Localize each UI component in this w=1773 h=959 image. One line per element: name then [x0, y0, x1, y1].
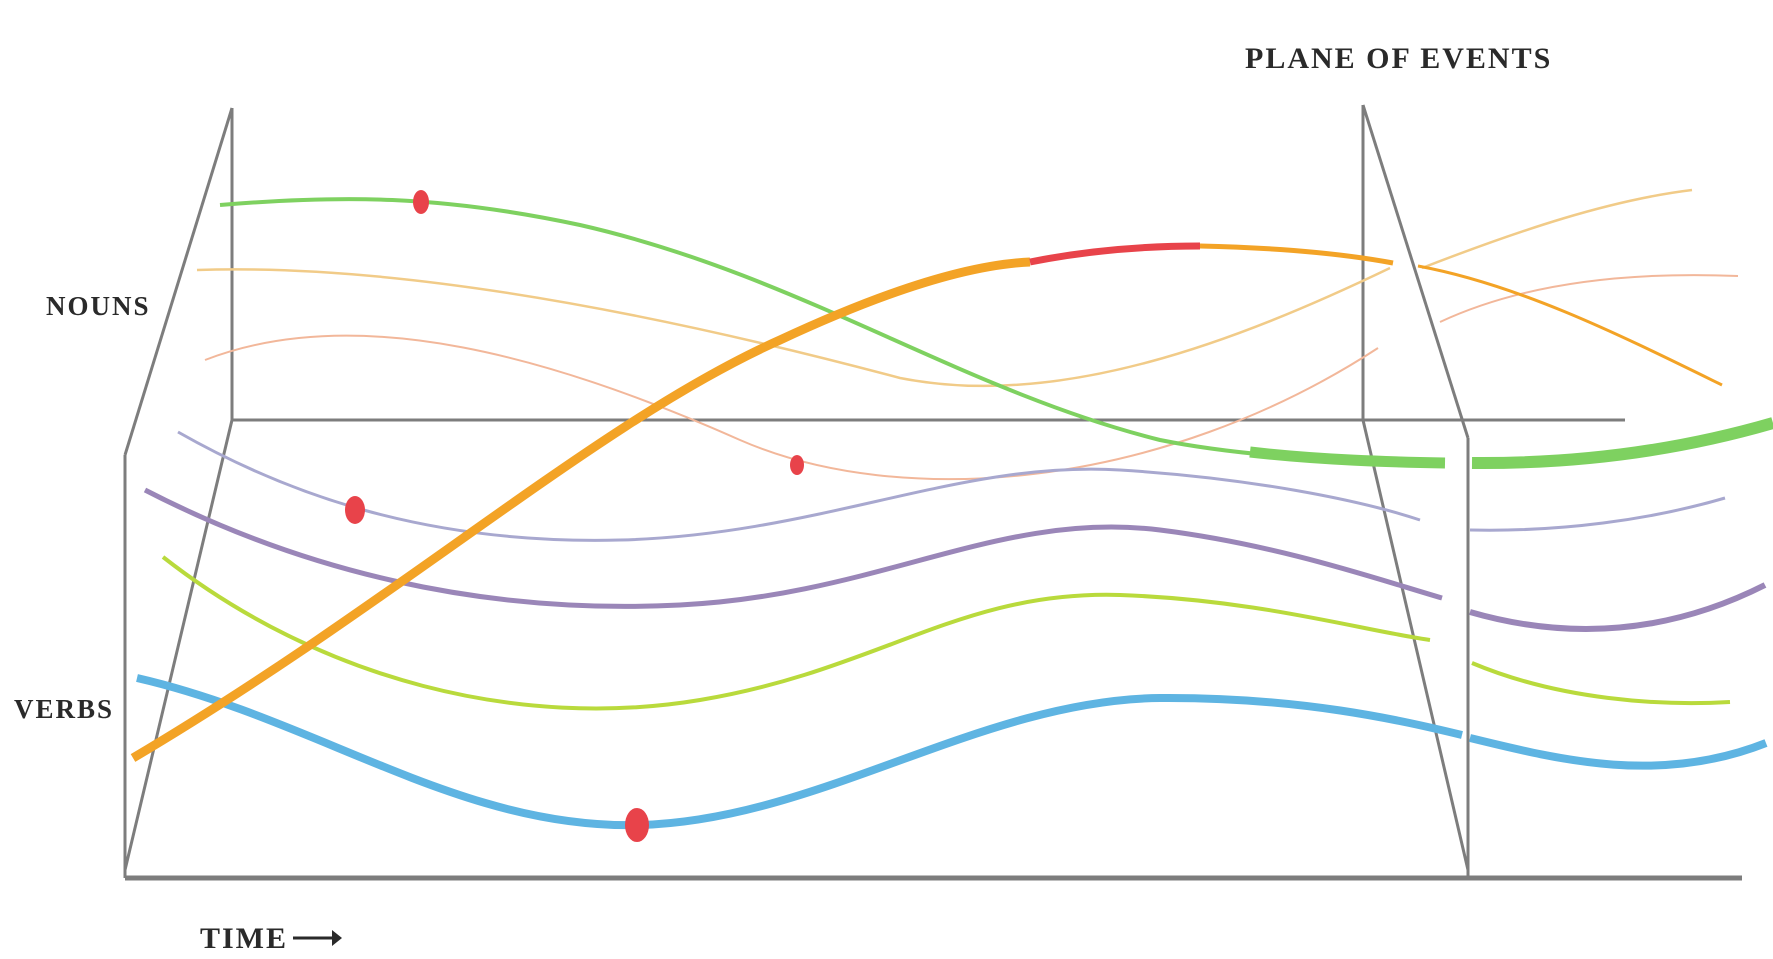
noun-line-green-beyond — [1471, 417, 1773, 470]
orange-rising-line — [130, 257, 1031, 762]
noun-line-peach — [204, 334, 1379, 481]
verbs-label: VERBS — [14, 694, 114, 724]
verb-line-lime-beyond — [1471, 661, 1731, 706]
frame — [123, 104, 1742, 881]
verb-line-blue — [136, 674, 1463, 830]
noun-line-peach-beyond — [1439, 274, 1739, 323]
event-plane-slant-bottom — [1361, 419, 1470, 871]
event-dot — [345, 496, 365, 524]
orange-line-beyond — [1417, 264, 1723, 387]
red-highlight-segment — [1029, 242, 1201, 266]
event-dot — [790, 455, 804, 475]
plane-of-events-label: PLANE OF EVENTS — [1245, 42, 1552, 75]
time-label: TIME — [200, 922, 288, 955]
verb-line-lavender — [177, 430, 1421, 542]
noun-line-green-thick-end — [1249, 446, 1446, 469]
event-dot — [625, 808, 649, 842]
noun-line-tan-upper — [196, 266, 1391, 388]
verb-line-lavender-beyond — [1469, 496, 1726, 532]
verb-line-purple-beyond — [1469, 582, 1767, 632]
verb-line-purple — [143, 487, 1443, 609]
noun-line-green — [219, 197, 1446, 465]
orange-line-top — [1199, 243, 1394, 266]
verb-line-blue-beyond — [1469, 734, 1768, 770]
time-arrow-icon — [293, 930, 342, 946]
noun-line-tan-beyond — [1421, 188, 1693, 270]
front-plane-slant-bottom — [123, 419, 234, 871]
verb-line-lime — [161, 555, 1431, 711]
event-dot — [413, 190, 429, 214]
event-plane-slant-top — [1361, 104, 1470, 439]
nouns-label: NOUNS — [46, 291, 151, 321]
front-plane-slant-top — [123, 107, 234, 456]
